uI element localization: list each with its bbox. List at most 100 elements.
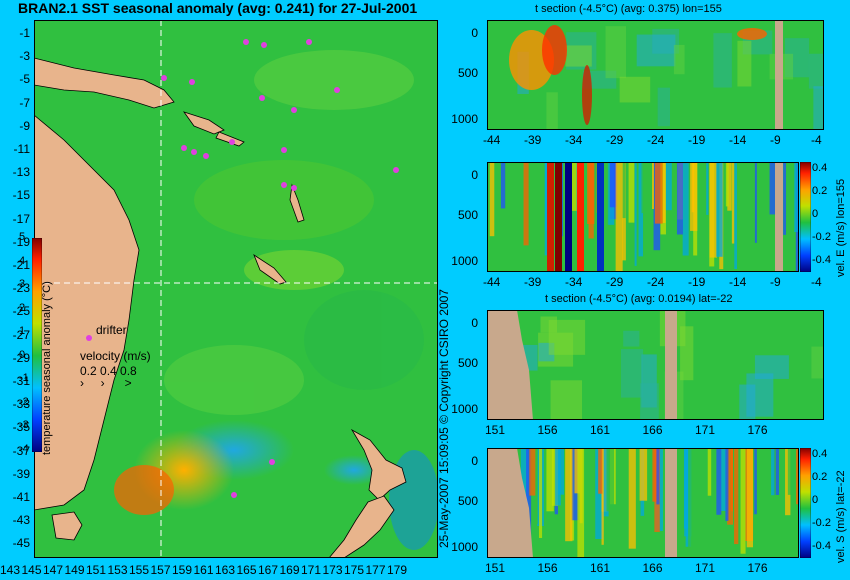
map-colorbar-tick: -2 — [19, 395, 29, 408]
new-caledonia-land — [253, 253, 287, 285]
panel-x-tick: 161 — [590, 423, 611, 437]
vanuatu-islands — [289, 183, 305, 223]
map-lat-label: -27 — [12, 327, 30, 342]
panel-y-tick: 0 — [471, 168, 478, 182]
new-guinea-land — [34, 57, 175, 109]
map-lon-label: 153 — [107, 563, 128, 577]
panel-x-tick: -9 — [770, 275, 781, 289]
map-colorbar-tick: 2 — [19, 301, 26, 314]
velocity-colorbar-tick: 0.4 — [812, 162, 828, 174]
map-lat-label: -15 — [12, 188, 30, 203]
velocity-colorbar — [800, 448, 811, 558]
map-lat-label: -25 — [12, 304, 30, 319]
map-lon-label: 175 — [344, 563, 365, 577]
panel-x-tick: -34 — [565, 275, 583, 289]
map-colorbar-tick: -1 — [19, 372, 29, 384]
australia-land — [34, 114, 140, 511]
map-lat-label: -39 — [12, 466, 30, 481]
velocity-scale-arrows: › › > — [80, 376, 132, 390]
map-lon-label: 155 — [129, 563, 150, 577]
map-colorbar-tick: -4 — [19, 442, 29, 455]
map-lon-label: 167 — [258, 563, 279, 577]
panel-x-tick: 156 — [537, 423, 558, 437]
panel-x-tick: 171 — [695, 423, 716, 437]
map-lat-label: -35 — [12, 420, 30, 435]
map-lat-label: -41 — [12, 490, 30, 504]
panel-x-tick: 151 — [485, 561, 506, 575]
panel-x-tick: 166 — [642, 561, 663, 575]
panel-x-tick: -24 — [647, 133, 665, 147]
map-lat-label: -5 — [19, 72, 30, 87]
velocity-colorbar-tick: 0 — [812, 494, 819, 506]
velocity-scale-values: 0.2 0.4 0.8 — [80, 364, 137, 378]
panel-side-label: vel. S (m/s) lat=-22 — [835, 470, 847, 563]
panel-y-tick: 500 — [457, 494, 478, 508]
map-lon-label: 149 — [64, 563, 85, 577]
panel-x-tick: -39 — [524, 275, 542, 289]
map-lon-label: 171 — [301, 563, 322, 577]
panel-x-tick: -44 — [483, 133, 501, 147]
panel-y-tick: 1000 — [451, 254, 478, 268]
map-lat-label: -33 — [12, 397, 30, 412]
panel-x-tick: 151 — [485, 423, 506, 437]
panel-y-tick: 0 — [471, 454, 478, 468]
sst-anomaly-map — [34, 20, 438, 558]
velocity-colorbar-tick: 0.2 — [812, 185, 828, 197]
drifter-markers — [161, 39, 399, 498]
velocity-colorbar-tick: -0.4 — [812, 254, 831, 266]
panel-x-tick: -4 — [811, 275, 822, 289]
panel-x-tick: -39 — [524, 133, 542, 147]
map-lon-label: 143 — [0, 563, 21, 577]
panel-x-tick: 161 — [590, 561, 611, 575]
map-lat-label: -7 — [19, 95, 30, 110]
panel-x-tick: -14 — [729, 275, 747, 289]
tasmania-land — [51, 511, 83, 541]
panel-x-tick: -14 — [729, 133, 747, 147]
panel-x-tick: 166 — [642, 423, 663, 437]
velocity-colorbar-tick: -0.2 — [812, 231, 831, 243]
section-plot-2 — [487, 162, 799, 272]
map-lat-label: -11 — [13, 142, 30, 156]
drifter-label: drifter — [96, 323, 127, 337]
map-lon-label: 161 — [193, 563, 214, 577]
map-colorbar-tick: 0 — [19, 348, 26, 361]
map-lat-label: -23 — [12, 281, 30, 296]
velocity-colorbar-tick: 0 — [812, 208, 819, 220]
map-lon-label: 169 — [279, 563, 300, 577]
panel-x-tick: 156 — [537, 561, 558, 575]
panel-y-tick: 1000 — [451, 540, 478, 554]
panel-y-tick: 0 — [471, 26, 478, 40]
drifter-legend-marker — [86, 335, 92, 341]
panel-x-tick: -19 — [688, 133, 706, 147]
panel-x-tick: -29 — [606, 133, 624, 147]
section-plot-3 — [487, 310, 824, 420]
map-lon-label: 177 — [365, 563, 386, 577]
velocity-colorbar-tick: 0.2 — [812, 471, 828, 483]
panel-title: t section (-4.5°C) (avg: 0.0194) lat=-22 — [545, 293, 733, 305]
map-lon-label: 163 — [215, 563, 236, 577]
map-lat-label: -29 — [12, 350, 30, 365]
map-colorbar-tick: -3 — [19, 419, 29, 431]
panel-x-tick: -9 — [770, 133, 781, 147]
map-lat-label: -31 — [12, 374, 30, 388]
panel-x-tick: 171 — [695, 561, 716, 575]
panel-x-tick: -34 — [565, 133, 583, 147]
map-lat-label: -17 — [12, 211, 30, 226]
map-lat-label: -45 — [12, 536, 30, 551]
panel-y-tick: 500 — [457, 208, 478, 222]
map-lat-label: -43 — [12, 513, 30, 528]
section-plot-1 — [487, 20, 824, 130]
panel-side-label: vel. E (m/s) lon=155 — [835, 178, 847, 277]
map-colorbar-tick: 3 — [19, 278, 26, 290]
map-lon-label: 147 — [43, 563, 64, 577]
panel-x-tick: 176 — [747, 423, 768, 437]
panel-y-tick: 500 — [457, 356, 478, 370]
map-lat-label: -3 — [19, 49, 30, 64]
panel-y-tick: 1000 — [451, 402, 478, 416]
map-lon-label: 165 — [236, 563, 257, 577]
map-colorbar-tick: 1 — [19, 325, 26, 337]
map-lat-label: -13 — [12, 165, 30, 180]
velocity-colorbar — [800, 162, 811, 272]
map-colorbar-tick: 4 — [19, 254, 26, 267]
map-lat-label: -9 — [19, 118, 30, 133]
